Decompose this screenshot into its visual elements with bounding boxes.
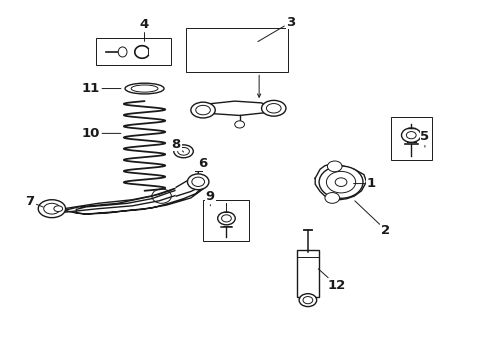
Circle shape — [234, 121, 244, 128]
Text: 7: 7 — [25, 195, 43, 208]
Bar — [185, 28, 288, 72]
Ellipse shape — [173, 145, 193, 158]
Bar — [96, 39, 171, 65]
Ellipse shape — [125, 83, 163, 94]
Text: 10: 10 — [81, 127, 121, 140]
Ellipse shape — [43, 203, 60, 214]
Ellipse shape — [261, 100, 285, 116]
Ellipse shape — [38, 200, 65, 218]
Ellipse shape — [54, 206, 62, 212]
Polygon shape — [203, 101, 271, 116]
Ellipse shape — [190, 102, 215, 118]
Text: 9: 9 — [205, 190, 215, 206]
Polygon shape — [64, 176, 205, 214]
Ellipse shape — [195, 105, 210, 115]
Ellipse shape — [266, 104, 281, 113]
Circle shape — [319, 166, 362, 198]
Text: 12: 12 — [318, 269, 346, 292]
Polygon shape — [315, 164, 366, 200]
Ellipse shape — [118, 47, 127, 57]
Text: 11: 11 — [81, 82, 121, 95]
Circle shape — [325, 193, 339, 203]
Text: 1: 1 — [353, 177, 375, 190]
Text: 3: 3 — [257, 16, 295, 42]
Bar — [390, 117, 431, 160]
Circle shape — [401, 128, 420, 142]
Circle shape — [187, 174, 208, 190]
Text: 6: 6 — [198, 157, 207, 173]
Text: 4: 4 — [140, 18, 149, 41]
Text: 8: 8 — [171, 138, 183, 152]
Circle shape — [299, 294, 316, 307]
Text: 5: 5 — [420, 130, 428, 147]
Ellipse shape — [131, 85, 158, 92]
Bar — [297, 250, 318, 297]
Circle shape — [327, 161, 341, 172]
Polygon shape — [176, 176, 205, 196]
Ellipse shape — [177, 148, 189, 155]
Circle shape — [217, 212, 235, 225]
Text: 2: 2 — [354, 201, 390, 237]
Bar — [203, 200, 249, 241]
